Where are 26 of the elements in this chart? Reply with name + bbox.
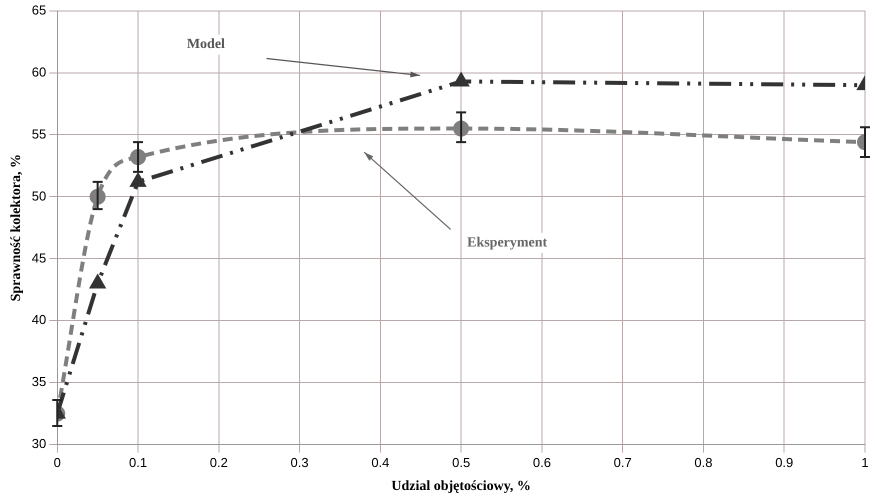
- y-tick-label: 35: [32, 374, 46, 390]
- point: [90, 275, 105, 288]
- y-axis-title: Sprawność kolektora, %: [9, 154, 24, 302]
- x-tick-label: 0: [54, 454, 61, 470]
- x-tick-label: 0.4: [371, 454, 390, 470]
- y-tick-label: 40: [32, 312, 46, 328]
- x-tick-label: 0.2: [210, 454, 228, 470]
- point: [454, 73, 468, 86]
- x-tick-label: 0.7: [614, 454, 632, 470]
- x-tick-label: 1: [861, 454, 869, 470]
- x-tick-label: 0.8: [694, 454, 712, 470]
- x-axis-title: Udzial objętościowy, %: [391, 479, 531, 494]
- y-tick-label: 55: [32, 126, 46, 142]
- y-tick-label: 65: [32, 2, 46, 18]
- x-tick-label: 0.9: [775, 454, 794, 470]
- x-tick-label: 0.1: [128, 454, 148, 470]
- y-tick-label: 50: [32, 188, 46, 204]
- y-tick-label: 60: [32, 64, 46, 80]
- y-tick-label: 30: [32, 436, 46, 452]
- x-tick-label: 0.3: [290, 454, 309, 470]
- annotation: Model: [186, 37, 226, 52]
- annotation: Eksperyment: [467, 235, 548, 250]
- y-tick-label: 45: [32, 250, 46, 266]
- point: [130, 174, 146, 187]
- x-tick-label: 0.5: [452, 454, 470, 470]
- x-tick-label: 0.6: [532, 454, 551, 470]
